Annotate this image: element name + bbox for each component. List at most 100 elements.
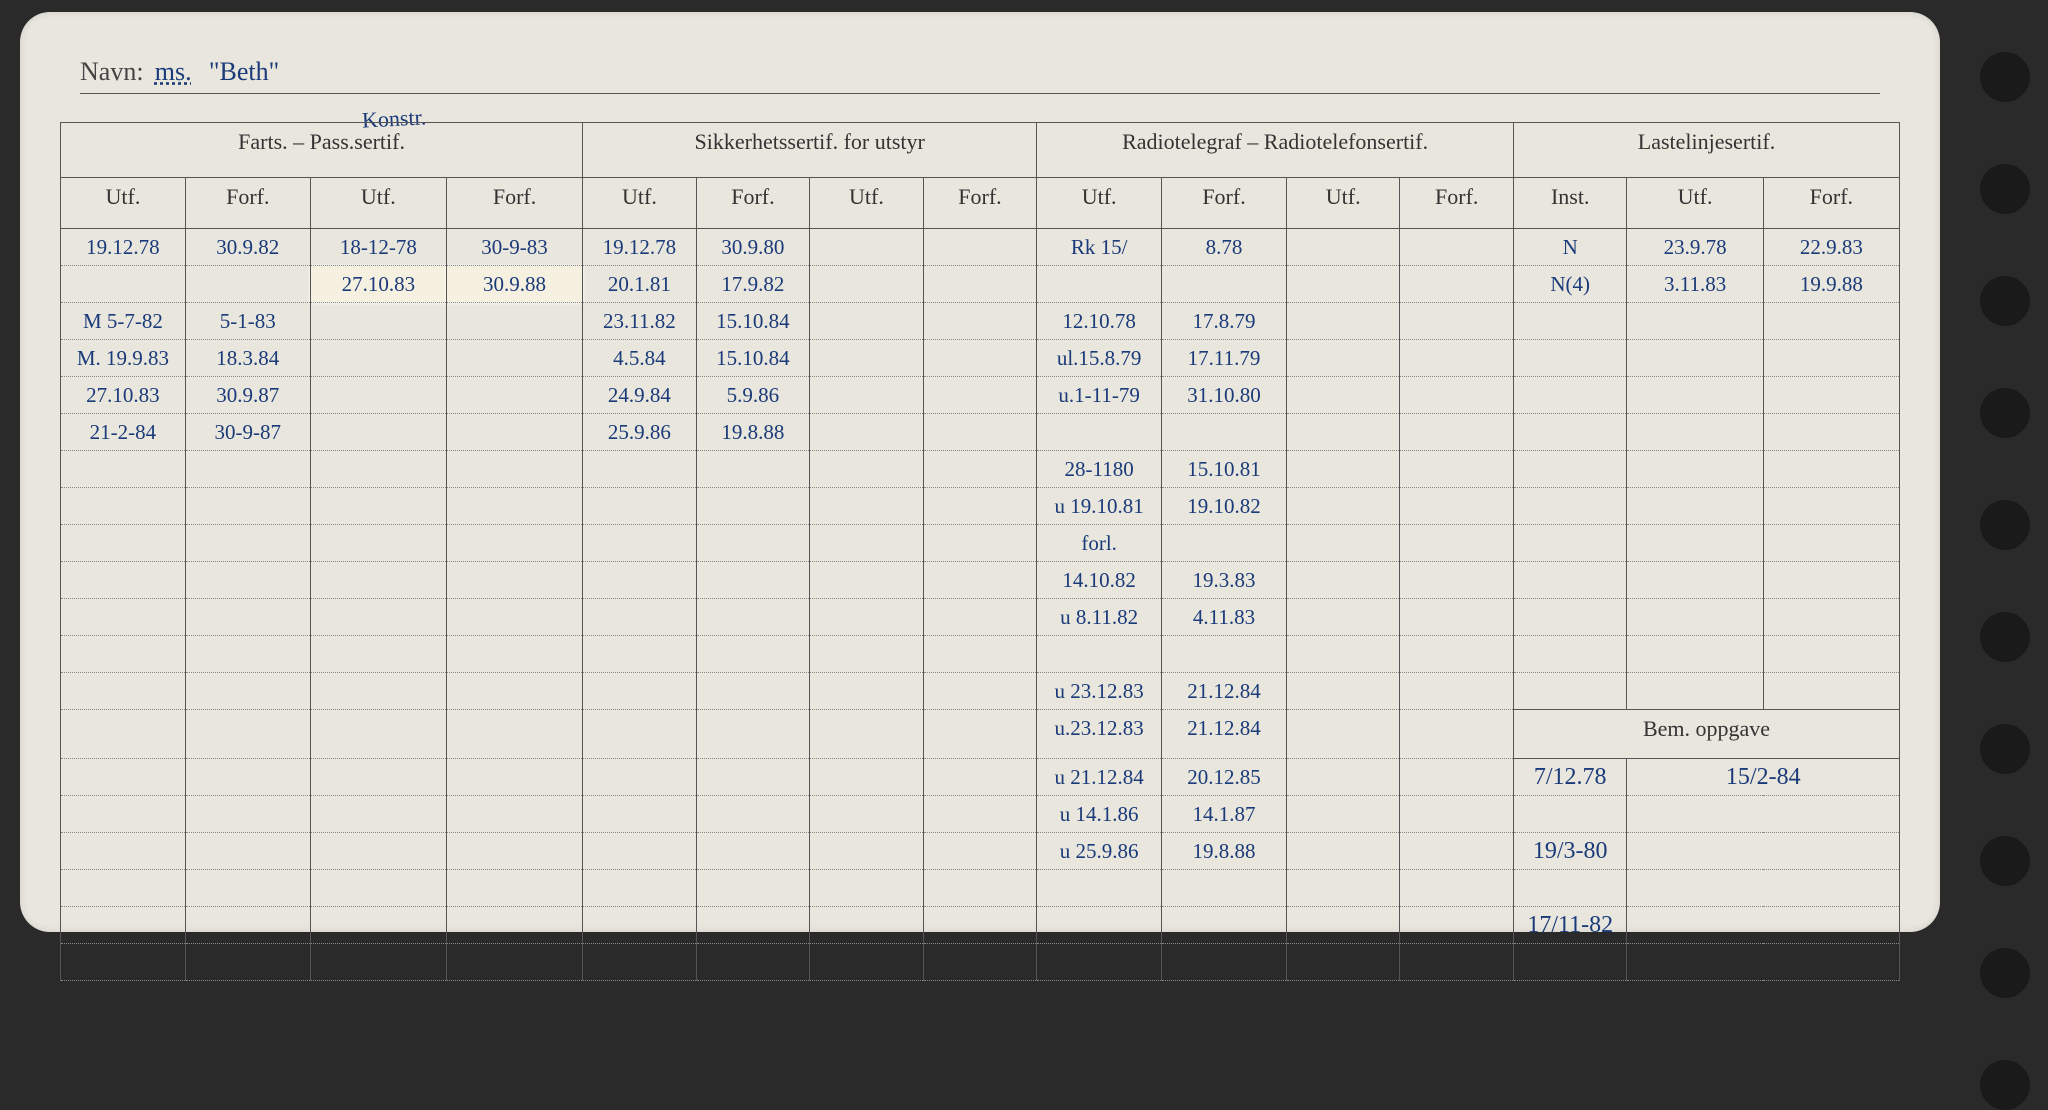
table-cell bbox=[696, 451, 810, 488]
bem-header: Bem. oppgave bbox=[1513, 710, 1899, 759]
table-cell: 12.10.78 bbox=[1037, 303, 1162, 340]
col-header: Forf. bbox=[446, 178, 582, 229]
certificate-table: Farts. – Pass.sertif.Sikkerhetssertif. f… bbox=[60, 122, 1900, 981]
table-cell: 27.10.83 bbox=[310, 266, 446, 303]
table-cell bbox=[1162, 944, 1287, 981]
table-cell bbox=[1286, 944, 1400, 981]
table-cell: 30.9.82 bbox=[185, 229, 310, 266]
table-cell: 19.8.88 bbox=[1162, 833, 1287, 870]
bem-cell: 17/11-82 bbox=[1513, 907, 1627, 944]
group-header: Sikkerhetssertif. for utstyr bbox=[583, 123, 1037, 178]
table-cell bbox=[810, 796, 924, 833]
table-cell bbox=[923, 710, 1037, 759]
table-cell bbox=[810, 870, 924, 907]
table-cell bbox=[185, 488, 310, 525]
table-cell: 19.10.82 bbox=[1162, 488, 1287, 525]
table-cell bbox=[1513, 599, 1627, 636]
table-cell bbox=[1162, 414, 1287, 451]
table-cell bbox=[310, 599, 446, 636]
table-cell bbox=[1400, 377, 1514, 414]
navn-name: "Beth" bbox=[209, 57, 279, 86]
table-cell bbox=[696, 710, 810, 759]
table-cell: 22.9.83 bbox=[1763, 229, 1899, 266]
table-cell bbox=[446, 870, 582, 907]
table-cell: 30-9-83 bbox=[446, 229, 582, 266]
bem-cell: 7/12.78 bbox=[1513, 759, 1627, 796]
bem-cell: 15/2-84 bbox=[1627, 759, 1900, 796]
table-cell: u 25.9.86 bbox=[1037, 833, 1162, 870]
group-header: Farts. – Pass.sertif. bbox=[61, 123, 583, 178]
table-cell bbox=[810, 229, 924, 266]
table-cell: 23.11.82 bbox=[583, 303, 697, 340]
table-cell bbox=[1286, 340, 1400, 377]
table-cell bbox=[810, 944, 924, 981]
table-cell bbox=[810, 414, 924, 451]
table-cell bbox=[1037, 944, 1162, 981]
table-cell bbox=[310, 488, 446, 525]
table-cell bbox=[1286, 377, 1400, 414]
table-cell bbox=[583, 636, 697, 673]
table-cell bbox=[696, 796, 810, 833]
table-cell bbox=[923, 562, 1037, 599]
table-cell: 18.3.84 bbox=[185, 340, 310, 377]
col-header: Inst. bbox=[1513, 178, 1627, 229]
table-cell bbox=[923, 266, 1037, 303]
table-cell bbox=[583, 488, 697, 525]
table-cell bbox=[1763, 303, 1899, 340]
col-header: Forf. bbox=[696, 178, 810, 229]
bem-cell: 19/3-80 bbox=[1513, 833, 1627, 870]
col-header: Utf. bbox=[810, 178, 924, 229]
table-cell bbox=[446, 562, 582, 599]
table-cell bbox=[1400, 229, 1514, 266]
table-cell: 14.1.87 bbox=[1162, 796, 1287, 833]
table-cell bbox=[1627, 525, 1763, 562]
table-cell bbox=[446, 944, 582, 981]
table-cell: 20.1.81 bbox=[583, 266, 697, 303]
table-cell bbox=[1286, 229, 1400, 266]
table-cell bbox=[923, 599, 1037, 636]
table-cell bbox=[185, 562, 310, 599]
table-cell bbox=[1162, 907, 1287, 944]
table-cell: 21.12.84 bbox=[1162, 710, 1287, 759]
table-cell bbox=[923, 907, 1037, 944]
table-cell bbox=[583, 796, 697, 833]
hole-icon bbox=[1980, 500, 2030, 550]
col-header: Forf. bbox=[923, 178, 1037, 229]
table-cell bbox=[583, 710, 697, 759]
table-cell bbox=[1513, 451, 1627, 488]
table-cell bbox=[810, 340, 924, 377]
table-cell: 20.12.85 bbox=[1162, 759, 1287, 796]
table-cell: 14.10.82 bbox=[1037, 562, 1162, 599]
col-header: Utf. bbox=[583, 178, 697, 229]
table-cell bbox=[446, 525, 582, 562]
table-cell bbox=[1037, 907, 1162, 944]
table-cell: u 23.12.83 bbox=[1037, 673, 1162, 710]
table-cell bbox=[1400, 636, 1514, 673]
table-cell bbox=[446, 377, 582, 414]
navn-prefix: ms. bbox=[155, 57, 192, 86]
table-cell bbox=[61, 525, 186, 562]
table-cell bbox=[810, 266, 924, 303]
table-cell bbox=[696, 833, 810, 870]
bem-cell bbox=[1513, 796, 1627, 833]
table-cell bbox=[1513, 340, 1627, 377]
table-cell bbox=[923, 636, 1037, 673]
table-cell bbox=[1627, 303, 1763, 340]
index-card: Navn: ms. "Beth" Konstr. Farts. – Pass.s… bbox=[20, 12, 1940, 932]
table-cell: 19.12.78 bbox=[583, 229, 697, 266]
table-cell bbox=[61, 944, 186, 981]
table-cell bbox=[185, 636, 310, 673]
table-cell bbox=[61, 562, 186, 599]
table-cell bbox=[1162, 870, 1287, 907]
table-cell bbox=[1400, 796, 1514, 833]
table-cell bbox=[310, 414, 446, 451]
table-cell bbox=[185, 525, 310, 562]
table-cell: u 14.1.86 bbox=[1037, 796, 1162, 833]
table-cell bbox=[310, 562, 446, 599]
bem-cell bbox=[1627, 907, 1900, 944]
table-cell bbox=[923, 525, 1037, 562]
table-cell bbox=[61, 759, 186, 796]
hole-icon bbox=[1980, 612, 2030, 662]
table-cell bbox=[1286, 870, 1400, 907]
table-cell bbox=[446, 759, 582, 796]
